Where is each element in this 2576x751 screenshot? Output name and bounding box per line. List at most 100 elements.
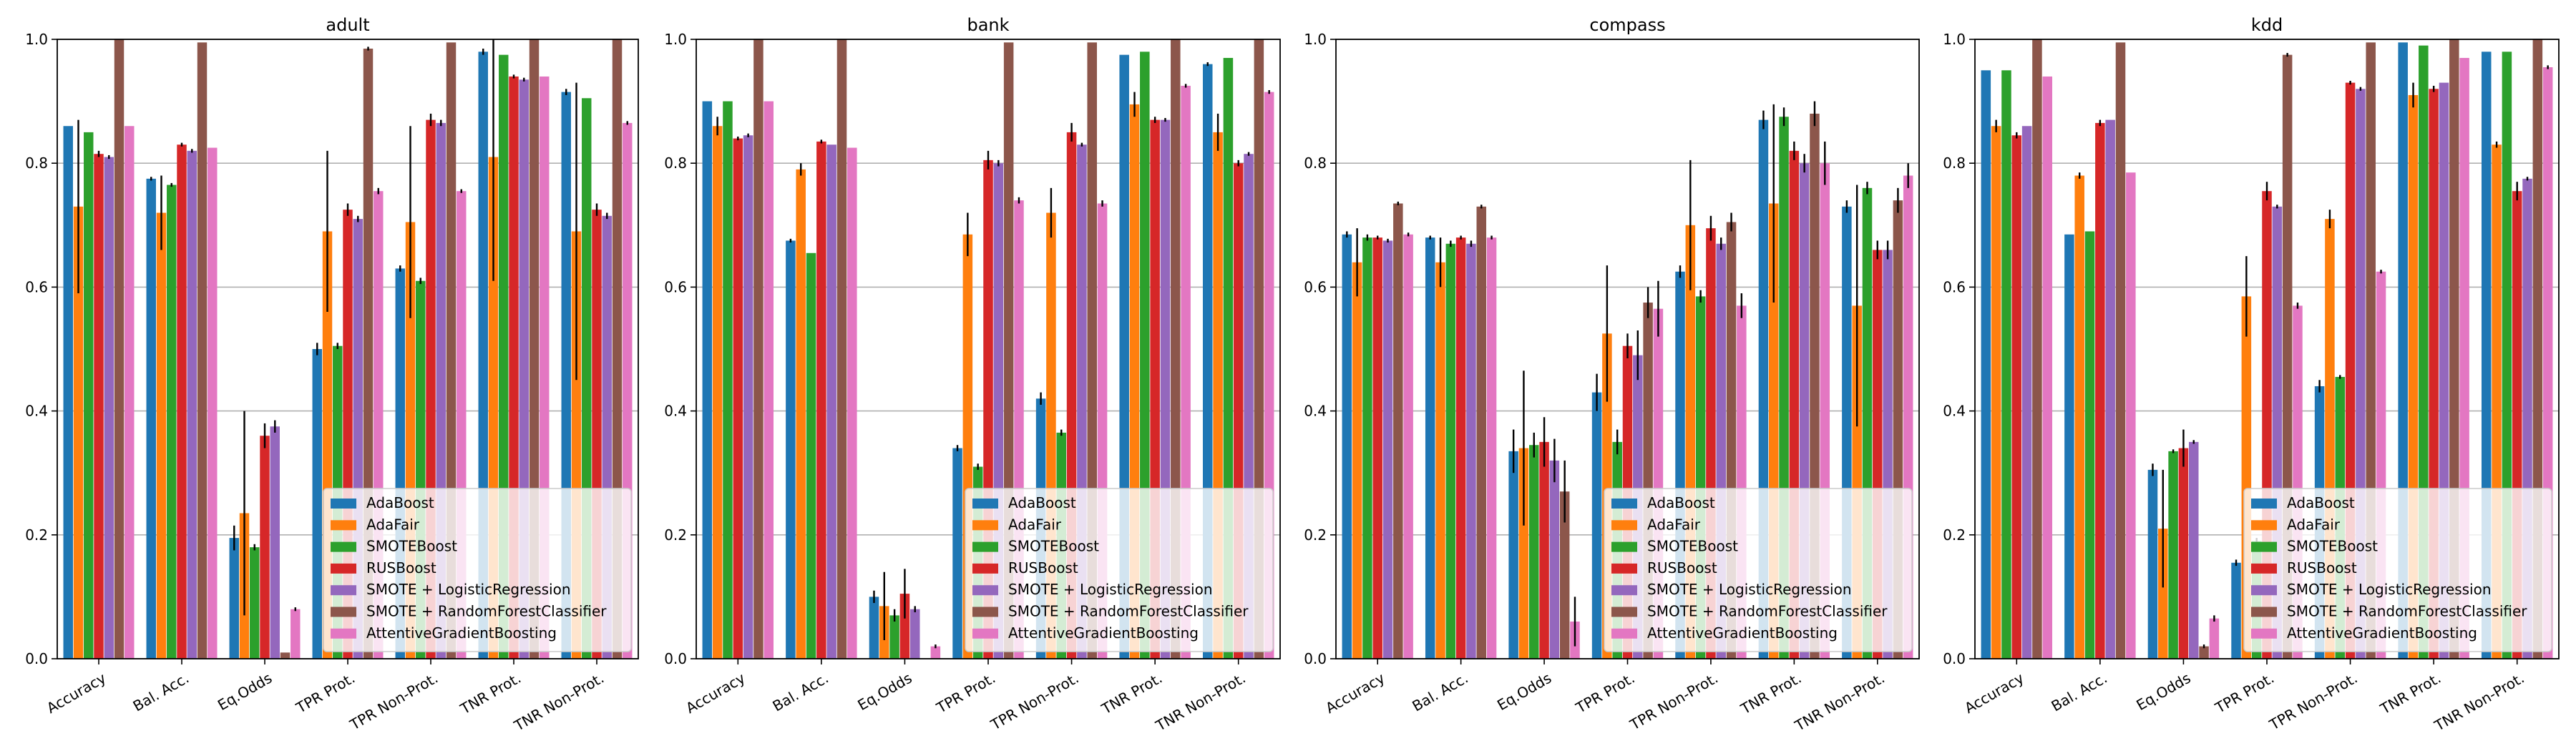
bar — [753, 39, 763, 659]
bar — [1435, 262, 1445, 659]
bar — [167, 185, 177, 659]
legend-swatch — [1611, 499, 1637, 509]
bar — [816, 141, 826, 659]
bar — [2074, 175, 2084, 659]
bar — [1559, 491, 1570, 659]
legend-label: RUSBoost — [1647, 559, 1717, 576]
bar — [260, 436, 270, 659]
legend-swatch — [972, 628, 998, 639]
y-tick-label: 1.0 — [1304, 31, 1327, 48]
bar — [796, 169, 806, 659]
legend-swatch — [1611, 585, 1637, 596]
bar — [847, 147, 857, 659]
bar — [146, 178, 156, 659]
bar — [1372, 237, 1382, 659]
bar — [2064, 234, 2074, 659]
bar — [280, 652, 291, 659]
bar — [1549, 460, 1560, 659]
bar — [1445, 243, 1456, 659]
y-tick-label: 0.0 — [1304, 650, 1327, 667]
legend-swatch — [331, 541, 356, 552]
legend-label: AdaFair — [1008, 516, 1062, 533]
legend-label: SMOTE + LogisticRegression — [1647, 581, 1852, 598]
y-tick-label: 0.2 — [1304, 526, 1327, 544]
bar — [702, 101, 713, 659]
y-tick-label: 0.0 — [1943, 650, 1966, 667]
legend-label: AttentiveGradientBoosting — [2287, 624, 2477, 642]
bar — [723, 101, 733, 659]
axes-frame — [57, 39, 639, 659]
legend-swatch — [972, 607, 998, 617]
y-tick-label: 1.0 — [664, 31, 687, 48]
axes-frame — [696, 39, 1281, 659]
legend-swatch — [2251, 585, 2277, 596]
bar — [2011, 135, 2022, 659]
bar — [899, 594, 910, 659]
bar — [2001, 70, 2011, 659]
bar — [1529, 445, 1539, 659]
bar — [270, 426, 280, 659]
bar — [2095, 122, 2105, 659]
bar — [786, 240, 796, 659]
bar — [114, 39, 125, 659]
bar — [2231, 562, 2241, 659]
legend-label: AttentiveGradientBoosting — [366, 624, 557, 642]
bar — [1455, 237, 1466, 659]
bar — [104, 157, 114, 659]
legend-swatch — [972, 541, 998, 552]
legend-label: RUSBoost — [366, 559, 436, 576]
legend-swatch — [1611, 607, 1637, 617]
bar — [1393, 203, 1403, 659]
bar — [197, 42, 208, 659]
panel-title: adult — [326, 15, 369, 35]
y-tick-label: 0.8 — [1304, 154, 1327, 172]
bar — [952, 448, 962, 659]
legend-label: SMOTE + LogisticRegression — [366, 581, 571, 598]
panel-title: compass — [1589, 15, 1665, 35]
bar — [2199, 646, 2209, 659]
bar — [1403, 234, 1413, 659]
legend-box — [1604, 488, 1913, 652]
legend-label: AdaBoost — [366, 494, 434, 511]
y-tick-label: 0.6 — [1304, 278, 1327, 295]
legend-swatch — [2251, 628, 2277, 639]
legend-label: SMOTEBoost — [366, 538, 457, 555]
y-tick-label: 0.6 — [1943, 278, 1966, 295]
legend: AdaBoost AdaFair SMOTEBoost RUSBoost SMOTE +… — [2243, 488, 2552, 652]
y-tick-label: 0.4 — [664, 403, 687, 420]
bar — [250, 547, 260, 659]
legend-swatch — [331, 585, 356, 596]
bar — [156, 212, 167, 659]
legend-label: RUSBoost — [2287, 559, 2357, 576]
legend-label: SMOTE + LogisticRegression — [1008, 581, 1213, 598]
panel-title: bank — [967, 15, 1009, 35]
bar — [2188, 441, 2199, 659]
y-tick-label: 0.2 — [664, 526, 687, 544]
bar — [1382, 240, 1393, 659]
y-tick-label: 0.4 — [1943, 403, 1966, 420]
bar — [909, 609, 920, 659]
bar — [2168, 451, 2178, 659]
y-tick-label: 0.6 — [25, 278, 48, 295]
axes-frame — [1974, 39, 2560, 659]
bar — [1518, 448, 1529, 659]
bar — [889, 615, 899, 659]
bar — [1486, 237, 1497, 659]
legend-box — [965, 488, 1274, 652]
legend-label: AdaBoost — [1008, 494, 1076, 511]
bar — [2158, 529, 2168, 659]
bar — [733, 138, 743, 659]
bar — [177, 144, 187, 659]
legend-label: SMOTEBoost — [2287, 538, 2378, 555]
legend-label: AdaFair — [2287, 516, 2341, 533]
bar — [2105, 119, 2115, 659]
legend-label: RUSBoost — [1008, 559, 1078, 576]
legend-swatch — [972, 520, 998, 531]
legend-swatch — [972, 499, 998, 509]
legend-label: AdaBoost — [1647, 494, 1715, 511]
bar — [1425, 237, 1435, 659]
bar — [1352, 262, 1362, 659]
y-tick-label: 1.0 — [25, 31, 48, 48]
